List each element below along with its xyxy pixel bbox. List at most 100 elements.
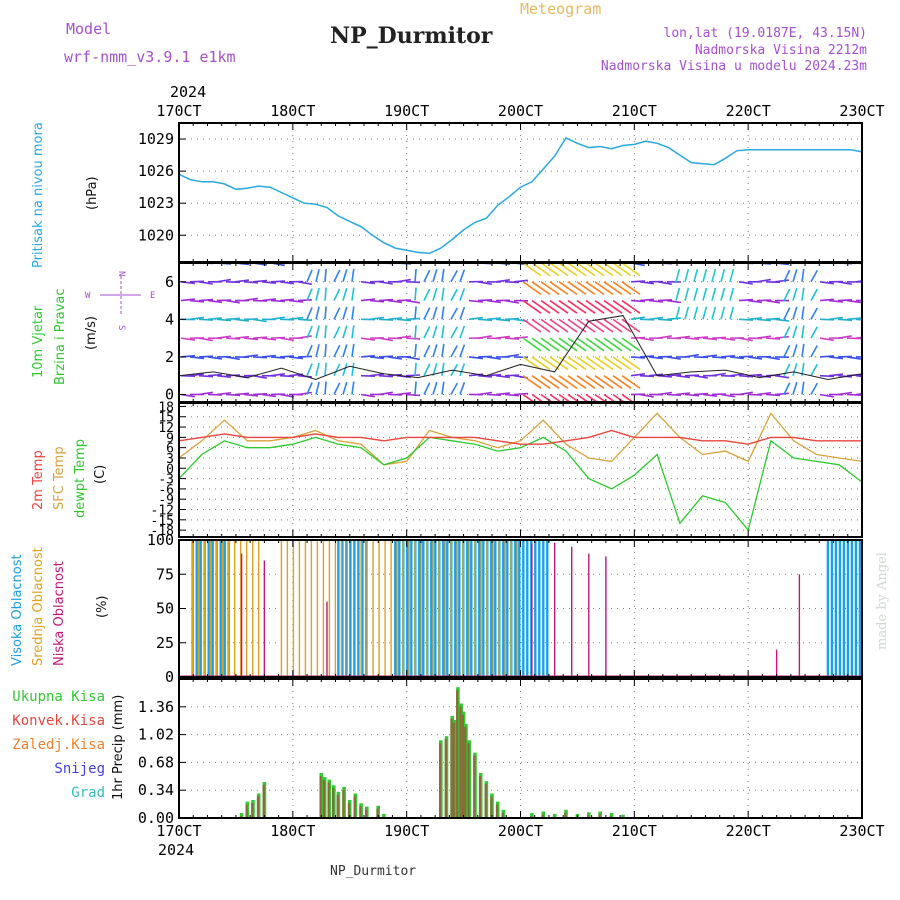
wind-barb bbox=[504, 317, 520, 321]
wind-barb bbox=[558, 281, 578, 296]
wind-barb bbox=[270, 316, 285, 321]
y-tick-label: -15 bbox=[151, 514, 174, 529]
conv-precip-bar bbox=[467, 743, 470, 818]
wind-barb bbox=[630, 316, 645, 321]
wind-barb bbox=[621, 375, 641, 389]
wind-barb bbox=[729, 306, 735, 320]
wind-barb bbox=[693, 287, 699, 301]
wind-barb bbox=[810, 326, 818, 339]
wind-barb bbox=[765, 337, 781, 340]
wind-barb bbox=[234, 279, 249, 283]
wind-barb bbox=[693, 268, 699, 282]
wind-barb bbox=[549, 393, 563, 402]
wind-barb bbox=[612, 356, 632, 371]
wind-barb bbox=[738, 355, 754, 358]
wind-barb bbox=[441, 381, 445, 395]
wind-barb bbox=[531, 393, 545, 402]
conv-precip-bar bbox=[256, 796, 260, 818]
conv-precip-bar bbox=[450, 718, 453, 818]
wind-barb bbox=[684, 337, 700, 340]
wind-barb bbox=[315, 269, 320, 282]
wind-barb bbox=[639, 355, 655, 358]
wind-barb bbox=[297, 391, 313, 396]
sfc-label: SFC Temp bbox=[52, 446, 67, 510]
wind-barb bbox=[684, 374, 700, 377]
wind-barb bbox=[567, 281, 587, 296]
wind-barb bbox=[774, 279, 789, 283]
wind-barb bbox=[261, 337, 276, 341]
y-tick-label: 4 bbox=[165, 310, 174, 328]
wind-barb bbox=[423, 269, 431, 283]
conv-precip-bar bbox=[262, 785, 265, 818]
wind-barb bbox=[198, 355, 214, 358]
wind-barb bbox=[243, 337, 258, 341]
wind-barb bbox=[198, 298, 214, 302]
wind-barb bbox=[441, 268, 445, 282]
wind-barb bbox=[414, 362, 417, 376]
wind-barb bbox=[315, 287, 320, 301]
wind-barb bbox=[837, 355, 853, 358]
model-name: wrf-nmm_v3.9.1 e1km bbox=[64, 48, 236, 66]
wind-barb bbox=[378, 337, 393, 342]
wind-barb bbox=[747, 317, 762, 321]
wind-barb bbox=[477, 391, 493, 396]
wind-barb bbox=[765, 299, 780, 304]
wind-barb bbox=[639, 280, 655, 285]
wind-barb bbox=[585, 337, 605, 352]
wind-barb bbox=[612, 299, 632, 314]
wind-barb bbox=[333, 288, 341, 301]
wind-barb bbox=[504, 374, 520, 377]
wind-barb bbox=[225, 393, 241, 397]
wind-barb bbox=[342, 325, 348, 339]
wind-barb bbox=[405, 317, 421, 321]
wind-barb bbox=[495, 374, 510, 379]
wind-barb bbox=[846, 317, 861, 321]
wind-barb bbox=[225, 337, 241, 340]
wind-barb bbox=[855, 393, 862, 396]
wind-barb bbox=[819, 337, 834, 342]
compass-s: S bbox=[116, 325, 126, 330]
wind-barb bbox=[351, 343, 355, 358]
wind-barb bbox=[549, 318, 569, 333]
wind-barb bbox=[657, 355, 673, 358]
pressure-line bbox=[178, 137, 863, 255]
wind-barb bbox=[360, 298, 375, 302]
wind-barb bbox=[846, 299, 862, 304]
wind-barb bbox=[297, 280, 312, 285]
wind-barb bbox=[531, 281, 551, 296]
wind-barb bbox=[837, 391, 853, 396]
wind-barb bbox=[558, 356, 578, 371]
wind-barb bbox=[594, 318, 614, 333]
wind-barb bbox=[522, 393, 536, 402]
wind-barb bbox=[594, 375, 614, 389]
y-tick-label: 12 bbox=[158, 421, 174, 436]
wind-barb bbox=[540, 263, 560, 277]
wind-barb bbox=[486, 373, 502, 377]
legend-total: Ukupna Kisa bbox=[12, 689, 105, 705]
wind-barb bbox=[576, 375, 596, 389]
y-tick-label: 75 bbox=[156, 565, 174, 583]
wind-barb bbox=[702, 287, 708, 301]
wind-barb bbox=[216, 278, 231, 283]
wind-barb bbox=[801, 306, 805, 320]
wind-barb bbox=[540, 356, 560, 371]
wind-barb bbox=[468, 316, 483, 321]
conv-precip-bar bbox=[336, 794, 339, 818]
wind-barb bbox=[819, 280, 835, 285]
wind-barb bbox=[612, 337, 632, 352]
x-label-bottom: 230CT bbox=[839, 822, 884, 840]
wind-barb bbox=[333, 307, 341, 320]
wind-barb bbox=[801, 381, 805, 395]
wind-barb bbox=[720, 393, 735, 398]
conv-precip-bar bbox=[598, 814, 601, 818]
wind-barb bbox=[603, 318, 623, 333]
wind-barb bbox=[324, 287, 327, 301]
wind-barb bbox=[243, 297, 258, 302]
wind-barb bbox=[837, 280, 852, 285]
wind-barb bbox=[414, 325, 417, 339]
wind-barb bbox=[216, 392, 231, 396]
wind-barb bbox=[522, 299, 542, 314]
conv-precip-bar bbox=[327, 782, 330, 818]
wind-barb bbox=[657, 335, 672, 339]
wind-barb bbox=[846, 393, 862, 396]
